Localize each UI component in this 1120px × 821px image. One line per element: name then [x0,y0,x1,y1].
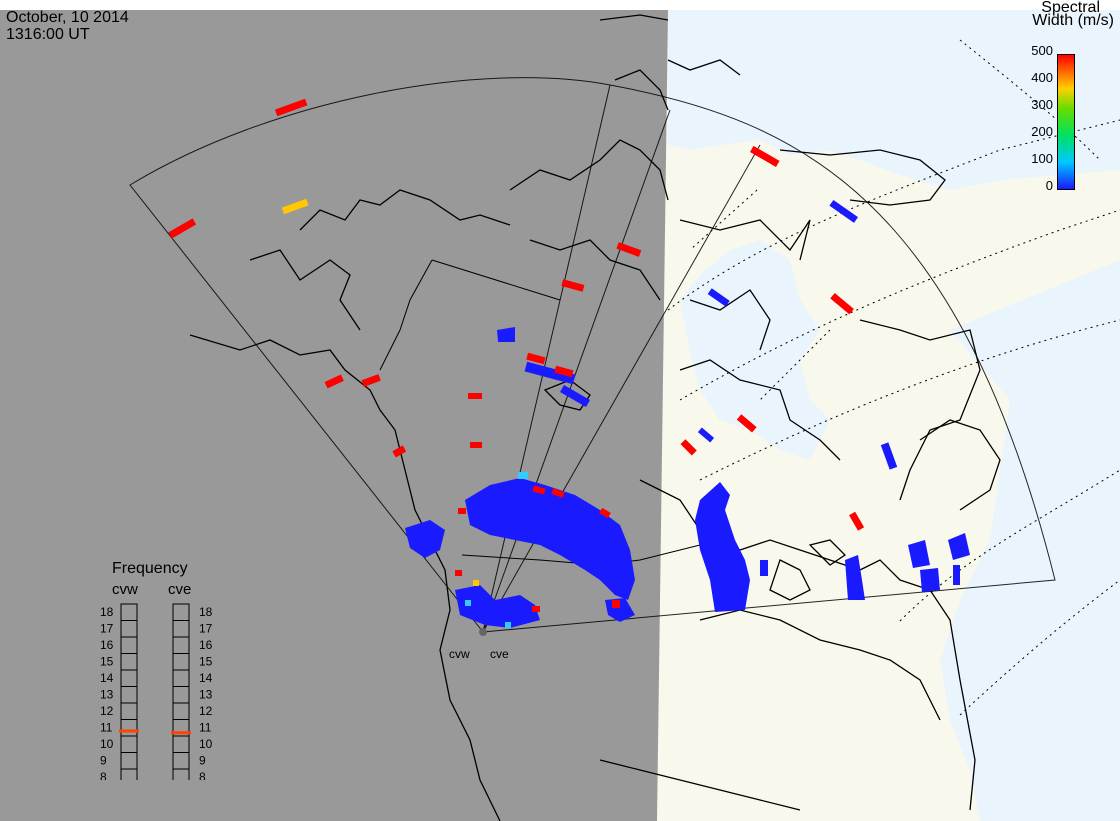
echo-field [405,199,970,628]
frequency-tick-label: 17 [199,622,213,636]
frequency-radar-cve: cve [168,581,192,598]
colorscale-subtitle: Width (m/s) [1032,12,1114,29]
frequency-tick-label: 14 [199,671,213,685]
frequency-tick-label: 16 [100,638,114,652]
lat-lon-grid [667,39,1120,716]
radar-label-cvw: cvw [449,647,470,661]
date-label: October, 10 2014 [6,9,129,26]
night-region [0,10,668,821]
echo-high-width [168,98,865,612]
colorscale-bar [1057,54,1075,190]
frequency-tick-label: 15 [100,655,114,669]
frequency-tick-label: 13 [100,688,114,702]
colorscale-tick: 0 [1045,178,1053,193]
frequency-tick-label: 10 [100,737,114,751]
frequency-radar-cvw: cvw [112,581,138,598]
colorscale-tick: 500 [1031,43,1053,58]
frequency-tick-label: 14 [100,671,114,685]
frequency-tick-label: 15 [199,655,213,669]
frequency-tick-label: 12 [100,704,114,718]
frequency-scale: 18 17 16 15 14 13 12 11 10 9 8 18 17 16 15 14 13 12 11 10 9 8 [100,603,213,780]
colorscale-tick: 400 [1031,70,1053,85]
colorscale-tick: 300 [1031,97,1053,112]
ocean-north [668,10,1120,190]
colorscale-tick: 100 [1031,151,1053,166]
frequency-title: Frequency [112,560,188,577]
radar-label-cve: cve [490,647,509,661]
field-of-view [129,77,1056,633]
radar-site-marker [479,628,487,636]
frequency-tick-label: 11 [100,721,113,735]
ocean-east [940,260,1120,821]
frequency-panel: Frequency cvw cve 18 17 16 15 14 13 12 11 10 9 8 18… [88,560,228,780]
frequency-tick-label: 16 [199,638,213,652]
colorscale-tick: 200 [1031,124,1053,139]
frequency-tick-label: 12 [199,704,213,718]
frequency-tick-label: 10 [199,737,213,751]
frequency-column-box [172,603,190,780]
time-label: 1316:00 UT [6,26,90,43]
frequency-tick-label: 11 [199,721,212,735]
frequency-tick-label: 17 [100,622,114,636]
frequency-tick-label: 8 [199,770,206,780]
frequency-tick-label: 9 [199,754,206,768]
frequency-tick-label: 18 [100,605,114,619]
colorscale-title: Spectral [1041,0,1100,16]
frequency-tick-label: 18 [199,605,213,619]
frequency-column-box [120,603,138,780]
echo-mid-width [281,198,528,628]
frequency-tick-label: 13 [199,688,213,702]
frequency-tick-label: 8 [100,770,107,780]
frequency-tick-label: 9 [100,754,107,768]
